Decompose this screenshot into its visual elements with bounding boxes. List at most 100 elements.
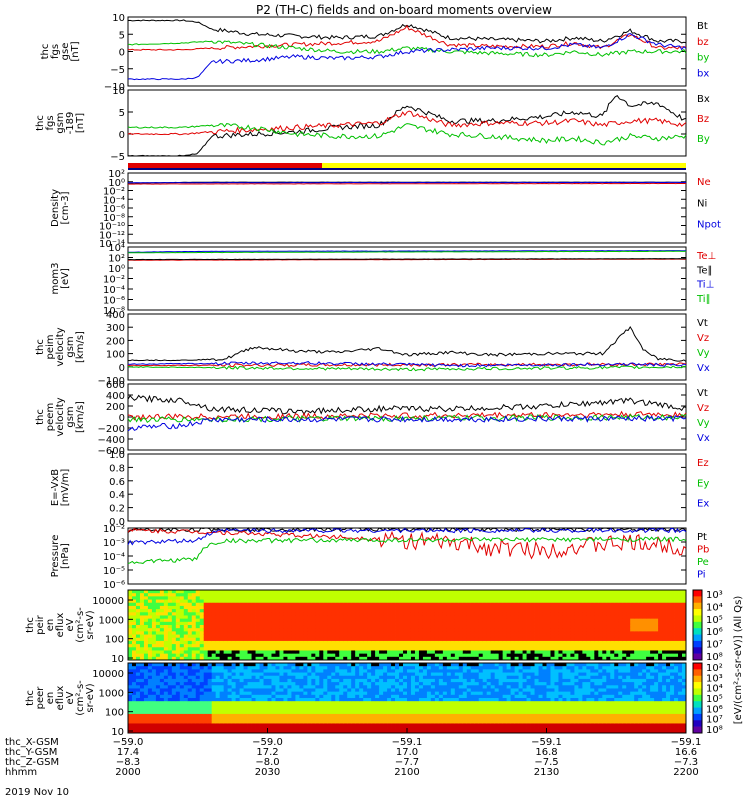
heatmap-cell <box>403 647 408 651</box>
heatmap-cell <box>422 672 428 677</box>
heatmap-cell <box>650 628 655 632</box>
heatmap-cell <box>418 602 424 607</box>
heatmap-cell <box>259 628 264 632</box>
heatmap-cell <box>678 621 683 626</box>
heatmap-cell <box>422 612 428 616</box>
heatmap-cell <box>143 726 149 731</box>
heatmap-cell <box>395 704 400 708</box>
heatmap-cell <box>359 691 364 696</box>
heatmap-cell <box>494 593 500 597</box>
heatmap-cell <box>219 720 225 724</box>
heatmap-cell <box>147 609 153 613</box>
heatmap-cell <box>299 682 304 686</box>
heatmap-cell <box>422 625 428 629</box>
heatmap-cell <box>494 621 500 626</box>
heatmap-cell <box>622 605 627 610</box>
heatmap-cell <box>371 631 376 635</box>
heatmap-cell <box>203 701 209 705</box>
heatmap-cell <box>678 612 683 616</box>
heatmap-cell <box>351 618 356 623</box>
series-vx <box>127 361 687 368</box>
legend-pb: Pb <box>697 545 709 556</box>
heatmap-cell <box>414 682 420 686</box>
heatmap-cell <box>434 625 440 629</box>
heatmap-cell <box>279 590 284 594</box>
heatmap-cell <box>570 637 575 642</box>
heatmap-cell <box>223 704 229 708</box>
heatmap-cell <box>359 602 364 607</box>
heatmap-cell <box>630 605 635 610</box>
heatmap-cell <box>383 691 388 696</box>
heatmap-cell <box>211 628 217 632</box>
heatmap-cell <box>323 723 328 728</box>
heatmap-cell <box>195 596 201 600</box>
heatmap-cell <box>678 650 683 655</box>
heatmap-cell <box>275 729 280 734</box>
heatmap-cell <box>159 694 165 699</box>
heatmap-cell <box>379 713 384 718</box>
heatmap-cell <box>586 634 591 639</box>
heatmap-cell <box>518 634 523 639</box>
heatmap-cell <box>538 653 543 658</box>
heatmap-cell <box>155 666 161 670</box>
heatmap-cell <box>187 602 193 607</box>
heatmap-cell <box>259 707 264 712</box>
heatmap-cell <box>319 618 324 623</box>
heatmap-cell <box>199 663 205 667</box>
heatmap-cell <box>227 685 233 689</box>
heatmap-cell <box>614 647 619 651</box>
heatmap-cell <box>307 593 312 597</box>
heatmap-cell <box>211 621 217 626</box>
heatmap-cell <box>155 637 161 642</box>
heatmap-cell <box>498 637 504 642</box>
legend-vt: Vt <box>697 318 708 329</box>
heatmap-cell <box>299 691 304 696</box>
heatmap-cell <box>387 666 392 670</box>
ytick-label: 1.0 <box>109 450 125 461</box>
heatmap-cell <box>670 637 675 642</box>
heatmap-cell <box>167 713 173 718</box>
heatmap-cell <box>251 717 256 721</box>
heatmap-cell <box>426 640 432 645</box>
heatmap-cell <box>426 637 432 642</box>
heatmap-cell <box>395 599 400 604</box>
heatmap-cell <box>590 640 595 645</box>
heatmap-cell <box>128 717 133 721</box>
heatmap-cell <box>562 605 567 610</box>
heatmap-cell <box>279 605 284 610</box>
heatmap-cell <box>598 590 603 594</box>
heatmap-cell <box>678 637 683 642</box>
heatmap-cell <box>235 615 240 620</box>
heatmap-cell <box>674 602 679 607</box>
heatmap-cell <box>251 701 256 705</box>
heatmap-cell <box>606 621 611 626</box>
heatmap-cell <box>287 615 292 620</box>
heatmap-cell <box>363 605 368 610</box>
heatmap-cell <box>602 634 607 639</box>
heatmap-cell <box>450 602 456 607</box>
heatmap-cell <box>191 647 197 651</box>
heatmap-cell <box>283 666 288 670</box>
heatmap-cell <box>275 666 280 670</box>
heatmap-cell <box>259 675 264 680</box>
heatmap-cell <box>586 605 591 610</box>
heatmap-cell <box>183 593 189 597</box>
heatmap-cell <box>518 653 523 658</box>
heatmap-cell <box>211 694 217 699</box>
heatmap-cell <box>458 631 464 635</box>
heatmap-cell <box>570 609 575 613</box>
heatmap-cell <box>578 653 583 658</box>
heatmap-cell <box>359 609 364 613</box>
heatmap-cell <box>391 644 396 648</box>
heatmap-cell <box>211 644 217 648</box>
heatmap-cell <box>303 685 308 689</box>
heatmap-cell <box>291 653 296 658</box>
heatmap-cell <box>363 628 368 632</box>
heatmap-cell <box>454 602 460 607</box>
heatmap-cell <box>610 653 615 658</box>
heatmap-cell <box>143 663 149 667</box>
heatmap-cell <box>438 590 444 594</box>
heatmap-cell <box>574 656 579 661</box>
heatmap-cell <box>271 666 276 670</box>
heatmap-cell <box>303 640 308 645</box>
